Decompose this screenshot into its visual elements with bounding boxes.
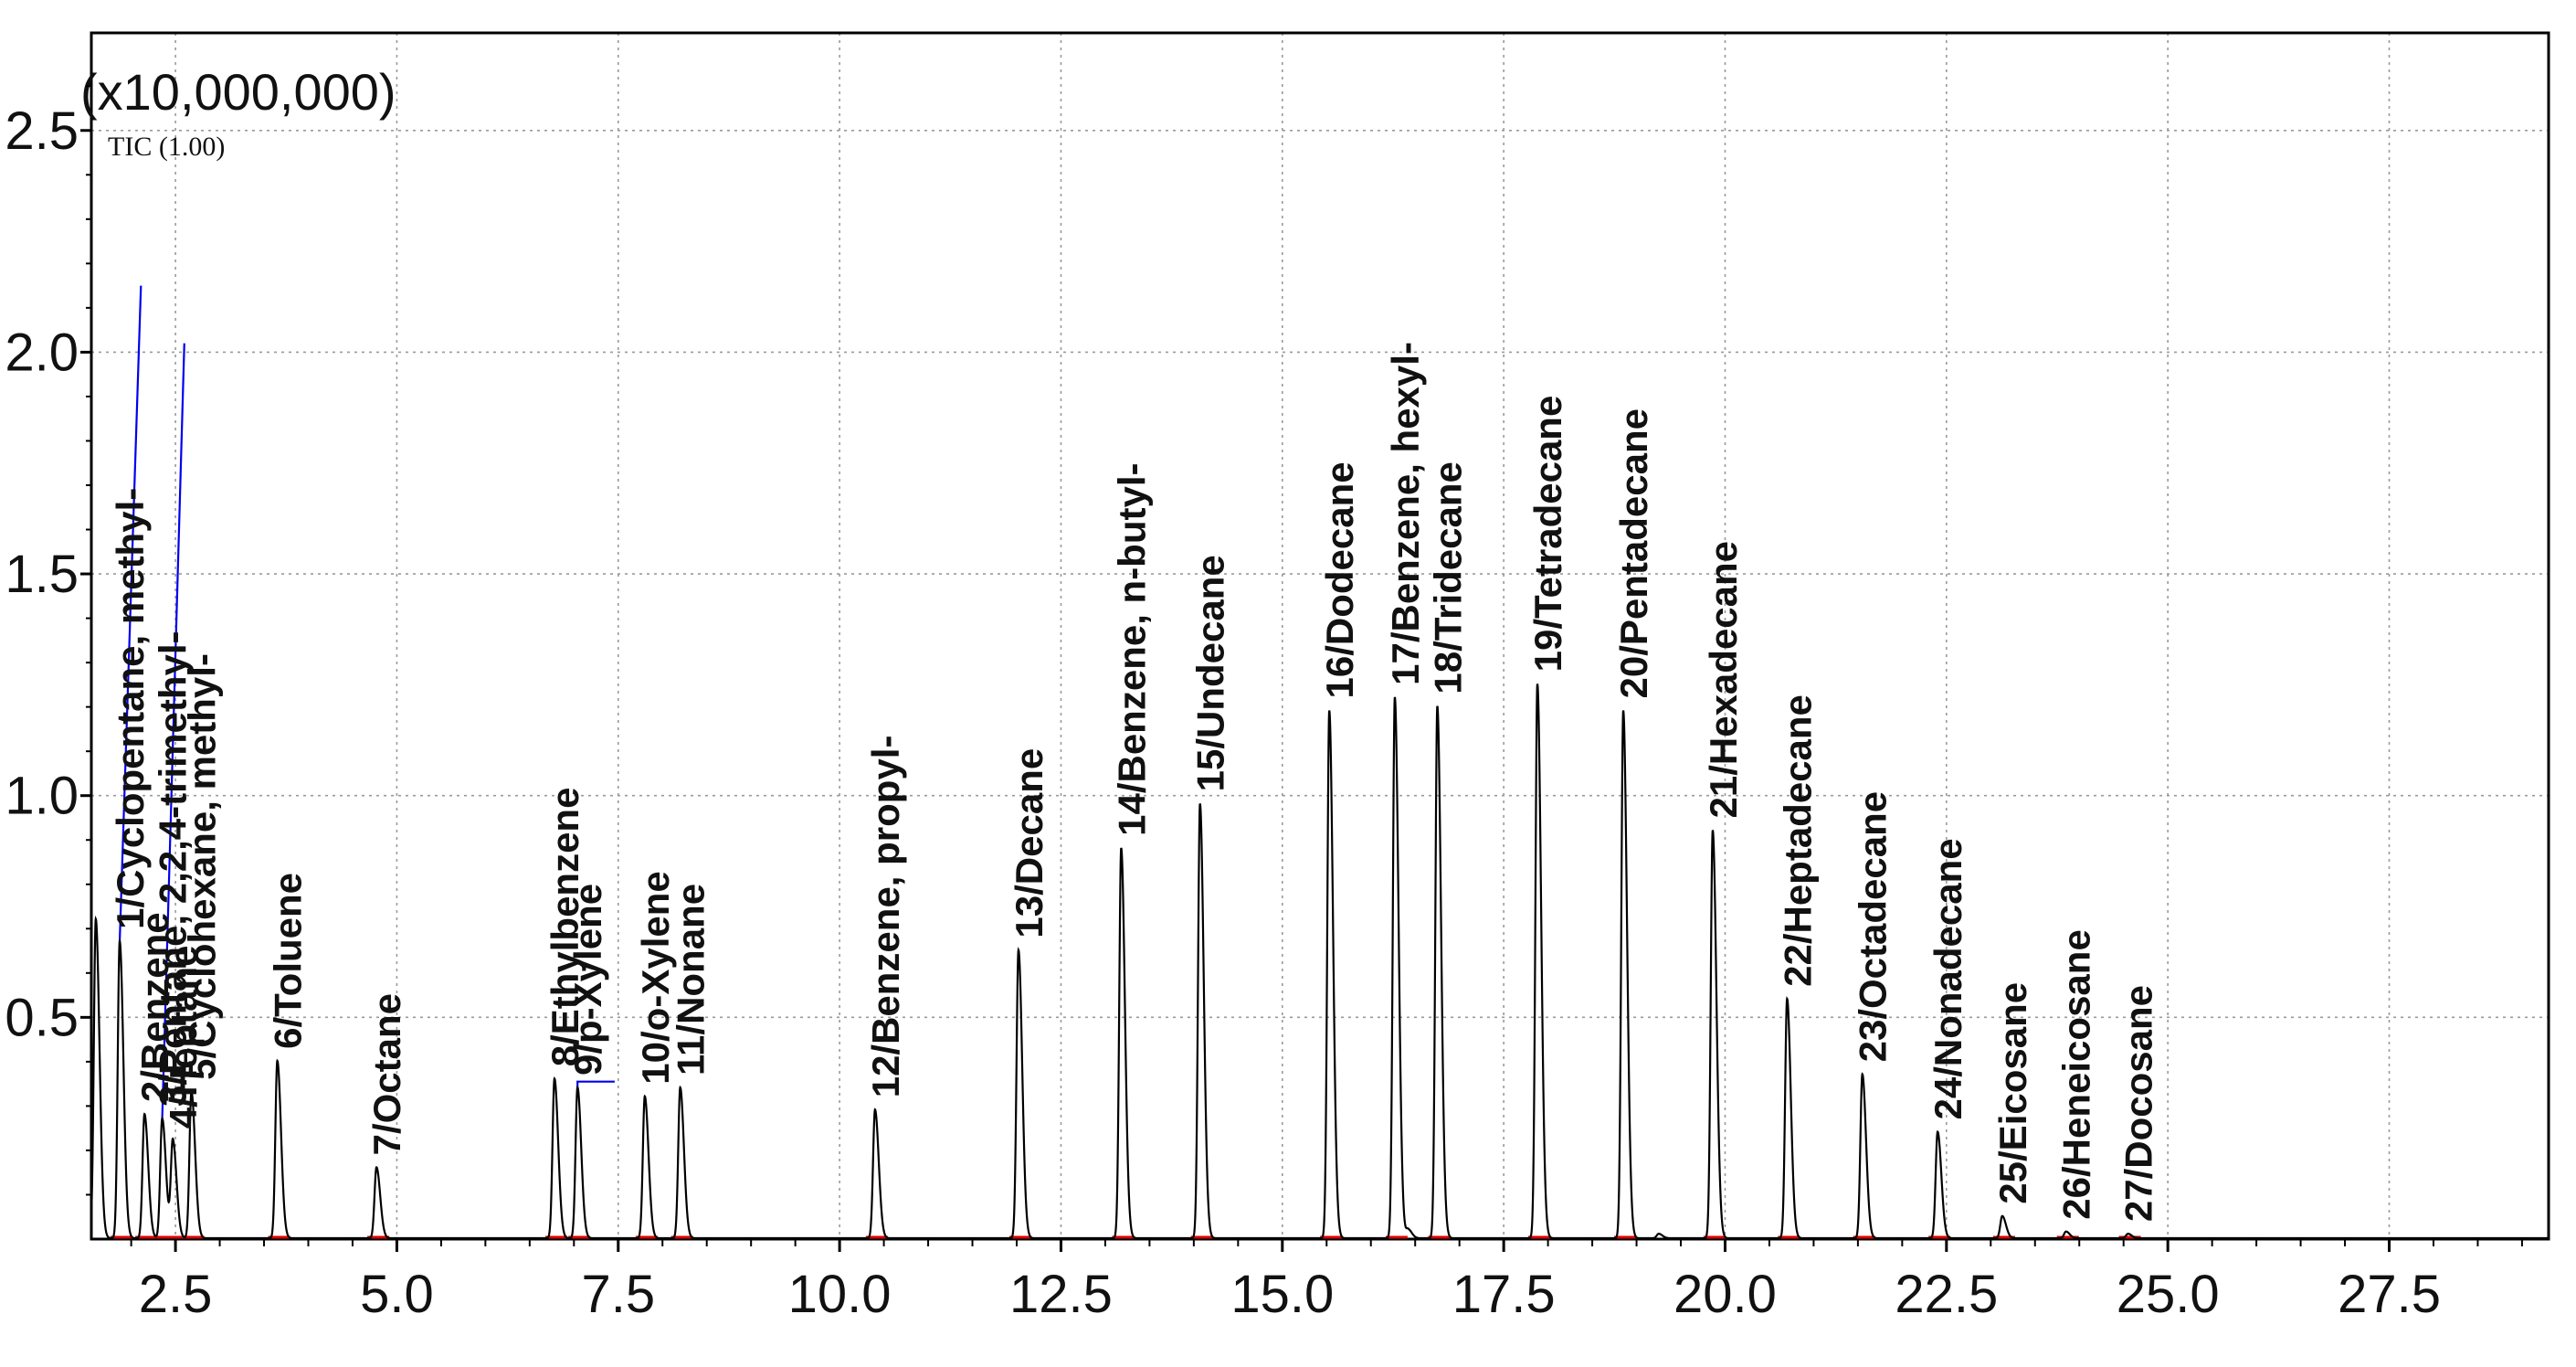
peak-label: 8/Ethylbenzene	[544, 788, 586, 1067]
peak-label: 24/Nonadecane	[1927, 838, 1969, 1119]
peak-label: 27/Docosane	[2117, 985, 2160, 1222]
peak-label: 18/Tridecane	[1426, 461, 1469, 694]
peak-label: 3/Pentane, 2,2,4-trimethyl-	[152, 631, 195, 1107]
integration-line	[161, 343, 185, 1120]
x-tick-label: 10.0	[788, 1265, 892, 1324]
y-axis-ticks: 0.5 1.0 1.5 2.0 2.5	[5, 85, 91, 1196]
x-tick-label: 25.0	[2117, 1265, 2220, 1324]
y-tick-label: 2.0	[5, 323, 79, 382]
peak-label: 26/Heneicosane	[2055, 929, 2098, 1220]
peak-label: 16/Dodecane	[1318, 461, 1361, 698]
y-tick-label: 0.5	[5, 988, 79, 1047]
x-axis-ticks: 2.5 5.0 7.5 10.0 12.5 15.0 17.5 20.0 22.5 25.0 27.…	[130, 1239, 2523, 1324]
x-tick-label: 20.0	[1673, 1265, 1777, 1324]
trace-label: TIC (1.00)	[108, 132, 225, 162]
x-tick-label: 17.5	[1452, 1265, 1556, 1324]
integration-line	[576, 1080, 615, 1088]
x-tick-label: 2.5	[139, 1265, 213, 1324]
y-multiplier-label: (x10,000,000)	[80, 63, 396, 121]
grid-lines	[91, 33, 2549, 1239]
x-tick-label: 5.0	[360, 1265, 434, 1324]
peak-label: 19/Tetradecane	[1526, 396, 1569, 673]
y-tick-label: 1.5	[5, 545, 79, 604]
peak-label: 22/Heptadecane	[1776, 694, 1819, 987]
peak-label: 13/Decane	[1008, 748, 1050, 938]
peak-label: 23/Octadecane	[1852, 791, 1895, 1063]
peak-label: 4/Heptane	[162, 945, 205, 1129]
peak-label: 15/Undecane	[1189, 555, 1232, 791]
peak-label: 10/o-Xylene	[634, 871, 677, 1084]
peak-labels: 1/Cyclopentane, methyl-2/Benzene3/Pentan…	[109, 342, 2160, 1222]
peak-label: 14/Benzene, n-butyl-	[1110, 462, 1153, 835]
peak-label: 2/Benzene	[133, 912, 176, 1102]
integration-line	[118, 285, 143, 942]
peak-label: 20/Pentadecane	[1612, 408, 1655, 699]
peak-label: 1/Cyclopentane, methyl-	[109, 488, 152, 929]
peak-label: 7/Octane	[365, 993, 408, 1155]
peak-label: 9/p-Xylene	[566, 884, 609, 1076]
x-tick-label: 15.0	[1230, 1265, 1334, 1324]
x-tick-label: 22.5	[1895, 1265, 1998, 1324]
y-tick-label: 1.0	[5, 767, 79, 826]
peak-label: 6/Toluene	[267, 873, 310, 1049]
x-tick-label: 27.5	[2338, 1265, 2441, 1324]
peak-label: 25/Eicosane	[1991, 982, 2034, 1204]
peak-label: 5/Cyclohexane, methyl-	[181, 653, 224, 1080]
peak-label: 12/Benzene, propyl-	[864, 736, 907, 1098]
peak-label: 11/Nonane	[670, 884, 713, 1076]
peak-label: 21/Hexadecane	[1702, 541, 1745, 819]
x-tick-label: 12.5	[1009, 1265, 1113, 1324]
peak-label: 17/Benzene, hexyl-	[1384, 342, 1427, 685]
y-tick-label: 2.5	[5, 101, 79, 161]
tic-trace	[90, 684, 2549, 1240]
x-tick-label: 7.5	[581, 1265, 655, 1324]
